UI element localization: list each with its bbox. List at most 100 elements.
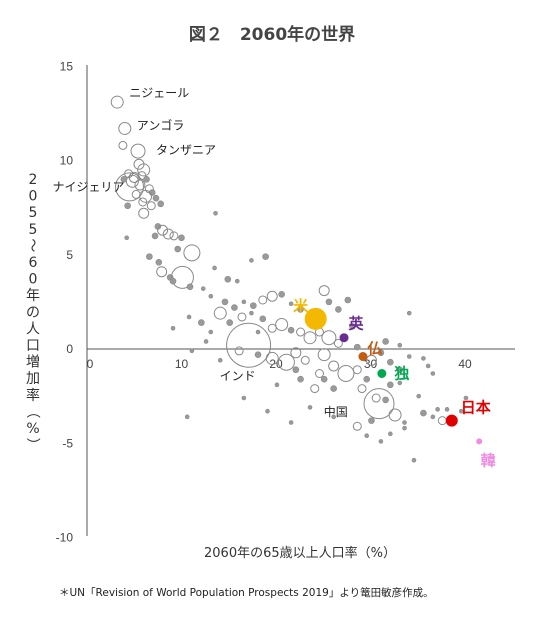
country-point	[157, 200, 165, 208]
country-point	[156, 266, 168, 278]
country-point	[425, 363, 431, 369]
country-point	[255, 329, 261, 335]
country-point	[224, 275, 232, 283]
y-axis-title-char: 〜	[24, 238, 40, 252]
country-point	[318, 285, 330, 297]
highlight-point	[358, 352, 368, 362]
y-axis-title-char: 0	[29, 189, 38, 205]
country-point	[406, 310, 412, 316]
y-tick-labels: 15 10 5 0 -5 -10	[56, 59, 74, 544]
country-point	[254, 351, 262, 358]
x-tick-label: 0	[87, 357, 94, 371]
country-point	[170, 325, 176, 331]
country-point	[317, 348, 331, 362]
country-point	[371, 393, 381, 403]
country-point	[314, 369, 324, 379]
country-point	[249, 258, 254, 263]
chart-title: 図２ 2060年の世界	[189, 24, 355, 45]
country-point	[217, 358, 223, 363]
country-point	[213, 306, 227, 320]
country-point	[249, 310, 254, 316]
country-point	[328, 360, 340, 372]
country-point	[241, 395, 247, 401]
country-point	[388, 431, 393, 437]
highlight-label: 仏	[367, 340, 382, 358]
annotation-label: ナイジェリア	[53, 180, 125, 194]
country-point	[226, 319, 233, 326]
country-point	[363, 375, 371, 383]
country-point	[303, 331, 317, 345]
country-point	[241, 299, 247, 305]
country-point	[170, 265, 194, 289]
country-point	[297, 306, 304, 313]
country-point	[352, 365, 362, 375]
country-point	[138, 207, 150, 219]
y-tick-label: 0	[66, 342, 73, 356]
country-point	[300, 355, 310, 365]
country-point	[321, 330, 337, 346]
country-point	[174, 245, 182, 253]
country-point	[463, 395, 469, 401]
x-axis-title: 2060年の65歳以上人口率（%）	[204, 545, 396, 561]
country-point	[212, 265, 217, 271]
country-point	[406, 354, 412, 359]
country-point	[363, 388, 395, 420]
country-point	[333, 338, 343, 348]
country-point	[157, 224, 169, 236]
country-point	[169, 277, 177, 285]
country-point	[213, 210, 218, 216]
y-axis-title-char: 6	[29, 255, 38, 271]
country-point	[118, 140, 128, 150]
y-axis-title-char: 5	[29, 205, 38, 221]
country-point	[266, 290, 278, 302]
x-tick-label: 20	[269, 357, 283, 371]
country-point	[130, 143, 146, 159]
country-point	[128, 171, 140, 183]
country-point	[430, 414, 436, 420]
country-point	[320, 375, 328, 383]
y-tick-label: -10	[56, 531, 74, 545]
country-point	[411, 457, 417, 463]
country-point	[378, 439, 384, 444]
country-point	[420, 409, 427, 417]
y-axis-title-char: ）	[24, 438, 40, 452]
y-tick-label: -5	[62, 436, 73, 450]
country-point	[292, 366, 300, 374]
country-point	[134, 179, 146, 191]
country-point	[262, 253, 269, 260]
country-point	[444, 407, 450, 412]
highlight-label: 英	[349, 315, 365, 333]
y-tick-label: 15	[60, 59, 74, 73]
country-point	[124, 169, 134, 179]
country-point	[388, 408, 402, 422]
country-point	[330, 385, 337, 392]
country-point	[231, 304, 238, 311]
country-point	[226, 322, 272, 368]
country-point	[290, 347, 302, 359]
country-point	[353, 343, 361, 351]
country-point	[124, 202, 131, 210]
country-point	[416, 393, 421, 399]
y-axis-title-char: 年	[26, 288, 40, 304]
country-point	[387, 381, 394, 389]
y-axis-title-char: 0	[29, 272, 38, 288]
country-point	[208, 293, 214, 299]
y-tick-label: 5	[66, 248, 73, 262]
country-point	[259, 315, 267, 323]
country-point	[237, 312, 247, 322]
country-point	[331, 414, 336, 420]
country-point	[110, 95, 124, 109]
country-point	[288, 420, 294, 425]
y-axis-title-char: 率	[26, 387, 40, 404]
country-point	[287, 326, 295, 334]
country-point	[337, 365, 355, 383]
country-point	[297, 375, 304, 383]
country-point	[120, 176, 128, 183]
country-point	[437, 416, 447, 426]
country-point	[258, 295, 268, 305]
country-point	[186, 283, 194, 291]
country-point	[377, 349, 385, 357]
